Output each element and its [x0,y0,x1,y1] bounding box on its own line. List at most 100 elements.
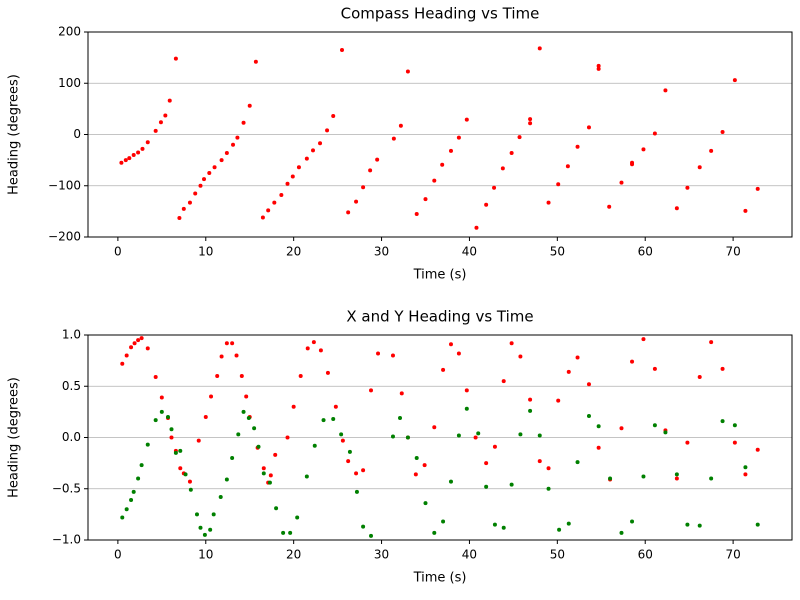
point [253,59,258,64]
point [586,413,591,418]
point [376,351,381,356]
point [674,472,679,477]
point [136,150,141,155]
point [153,418,158,423]
point [652,366,657,371]
point [178,448,183,453]
chart-title: Compass Heading vs Time [341,5,540,23]
point [235,135,240,140]
point [203,415,208,419]
point [252,426,257,431]
x-tick-label: 40 [462,548,477,562]
point [586,382,591,387]
point [697,375,702,380]
point [484,202,489,207]
point [340,47,345,52]
y-axis-label: Heading (degrees) [7,377,22,498]
point [732,423,737,428]
point [296,165,301,170]
point [528,397,533,402]
point [279,192,284,197]
point [697,165,702,170]
point [414,456,419,460]
point [518,432,523,437]
point [219,158,224,163]
point [347,449,352,454]
point [145,140,150,145]
point [339,432,344,437]
point [566,369,571,374]
point [244,394,249,399]
point [405,69,410,74]
point [288,530,293,535]
point [476,431,481,436]
y-axis-label: Heading (degrees) [7,74,22,195]
point [311,340,316,345]
point [325,370,330,375]
point [720,366,725,371]
point [196,438,201,443]
point [153,128,158,133]
point [586,125,591,130]
point [177,216,182,221]
x-tick-label: 50 [550,245,565,259]
point [743,465,748,470]
chart-title: X and Y Heading vs Time [346,308,533,326]
y-tick-label: −100 [48,178,81,192]
x-tick-label: 20 [286,245,301,259]
point [165,415,170,419]
point [456,135,461,140]
point [575,355,580,360]
point [652,423,657,428]
point [596,63,601,68]
point [641,474,646,479]
point [732,440,737,445]
point [630,359,635,364]
point [207,170,212,175]
point [272,200,277,205]
point [224,477,229,482]
point [492,185,497,190]
point [145,442,150,447]
point [230,341,235,346]
point [218,494,223,499]
point [518,354,523,359]
point [399,391,404,396]
point [291,404,296,409]
x-tick-label: 0 [114,245,122,259]
point [290,174,295,179]
x-axis-label: Time (s) [413,571,467,586]
point [630,519,635,524]
point [720,129,725,134]
point [566,521,571,526]
point [500,166,505,171]
point [674,476,679,481]
plot-frame [87,334,793,541]
point [361,185,366,190]
point [575,460,580,465]
x-tick-label: 30 [374,245,389,259]
point [509,341,514,346]
point [239,374,244,378]
point [194,512,199,517]
point [281,530,286,535]
point [528,117,533,122]
point [755,447,760,452]
point [596,424,601,429]
point [241,120,246,125]
point [241,409,246,414]
point [285,435,290,440]
point [188,487,193,492]
point [127,156,132,161]
point [158,120,163,125]
point [124,507,129,512]
point [181,206,186,211]
x-tick-label: 60 [638,245,653,259]
point [473,435,478,440]
point [537,459,542,464]
point [136,338,141,343]
point [236,432,241,437]
point [260,215,265,220]
point [325,128,330,133]
point [456,433,461,438]
